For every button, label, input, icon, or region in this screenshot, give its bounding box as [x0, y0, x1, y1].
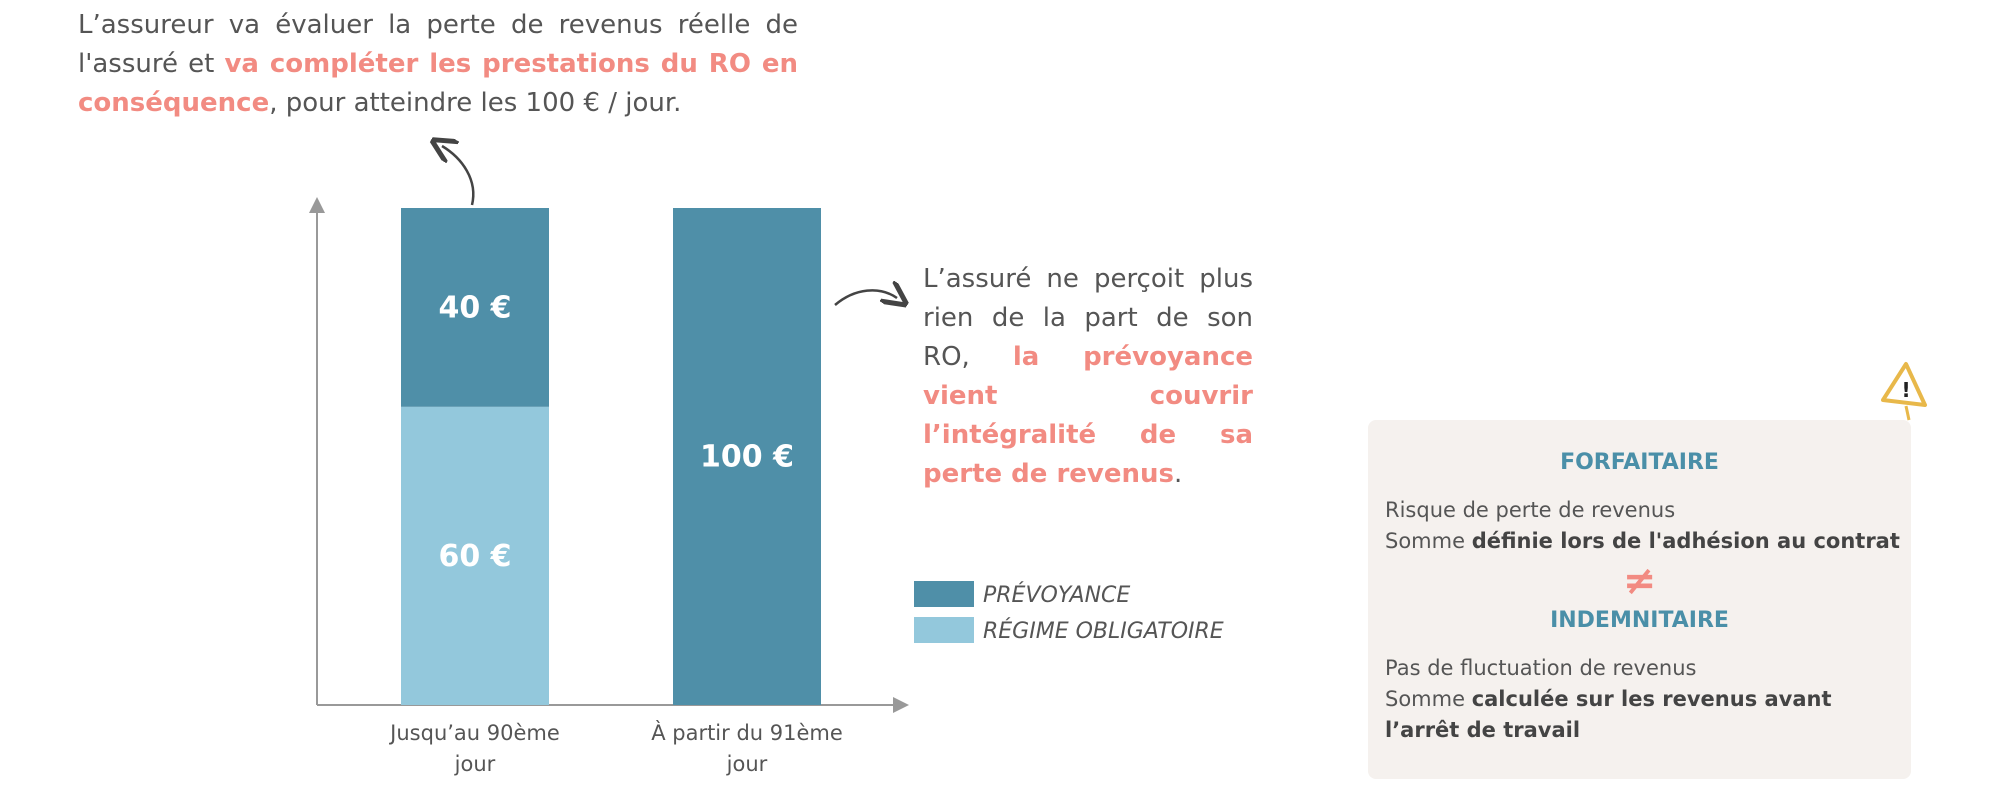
line: Pas de fluctuation de revenus — [1368, 653, 1911, 684]
line: Somme définie lors de l'adhésion au cont… — [1368, 526, 1911, 557]
intro-text: L’assureur va évaluer la perte de revenu… — [78, 6, 798, 123]
x-tick-label: Jusqu’au 90ème jour — [390, 721, 560, 776]
x-tick-label: À partir du 91ème jour — [651, 721, 843, 776]
bar-segment — [673, 208, 821, 705]
legend-swatch — [914, 617, 974, 643]
info-box: FORFAITAIRE Risque de perte de revenus S… — [1368, 420, 1911, 779]
legend-swatch — [914, 581, 974, 607]
callout-text: L’assuré ne perçoit plus rien de la part… — [923, 260, 1253, 494]
text: Risque de perte de revenus — [1385, 498, 1676, 522]
text: L’assuré ne perçoit plus rien de la part… — [923, 264, 1253, 372]
bar-segment — [401, 208, 549, 407]
text: Pas de fluctuation de revenus — [1385, 656, 1697, 680]
data-label: 100 € — [700, 440, 794, 475]
svg-text:!: ! — [1901, 378, 1910, 402]
data-label: 60 € — [438, 539, 511, 574]
text: . — [1174, 459, 1183, 489]
line: Risque de perte de revenus — [1368, 495, 1911, 526]
bold-text: calculée sur les revenus avant l’arrêt d… — [1385, 687, 1832, 742]
bar-segment — [401, 406, 549, 705]
arrow — [834, 290, 897, 305]
section-title: INDEMNITAIRE — [1550, 608, 1729, 633]
data-label: 40 € — [438, 290, 511, 325]
text: , pour atteindre les 100 € / jour. — [269, 88, 682, 118]
bold-text: définie lors de l'adhésion au contrat — [1471, 529, 1900, 553]
arrow — [442, 146, 475, 206]
text: Somme — [1385, 529, 1472, 553]
text: L’assureur va évaluer la perte de revenu… — [78, 10, 798, 79]
section-title: FORFAITAIRE — [1560, 450, 1719, 475]
legend-label: PRÉVOYANCE — [983, 582, 1130, 608]
highlight: va compléter les prestations du RO en co… — [78, 49, 798, 118]
legend-label: RÉGIME OBLIGATOIRE — [983, 618, 1224, 644]
warning-icon: ! — [1881, 362, 1927, 421]
text: Somme — [1385, 687, 1472, 711]
separator: ≠ — [1622, 558, 1657, 604]
highlight: la prévoyance vient couvrir l’intégralit… — [923, 342, 1253, 489]
line: Somme calculée sur les revenus avant l’a… — [1368, 684, 1911, 746]
